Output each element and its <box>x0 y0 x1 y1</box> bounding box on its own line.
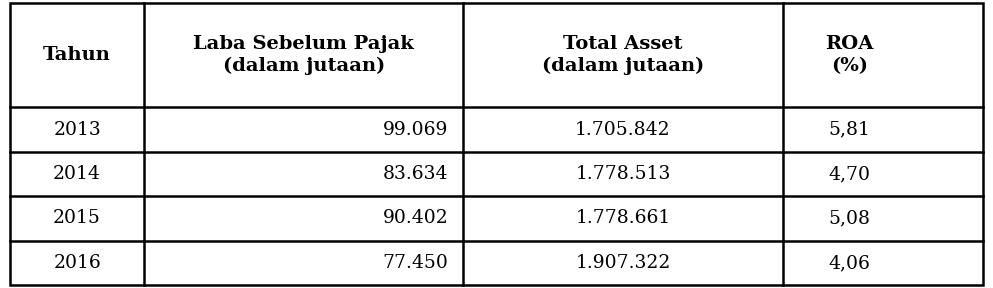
Text: 5,81: 5,81 <box>829 121 871 139</box>
Text: 4,70: 4,70 <box>829 165 871 183</box>
Text: 1.778.661: 1.778.661 <box>575 209 670 228</box>
Text: 99.069: 99.069 <box>383 121 449 139</box>
Text: 1.907.322: 1.907.322 <box>575 254 670 272</box>
Text: Total Asset
(dalam jutaan): Total Asset (dalam jutaan) <box>542 35 704 75</box>
Text: Laba Sebelum Pajak
(dalam jutaan): Laba Sebelum Pajak (dalam jutaan) <box>194 35 414 75</box>
Text: 2014: 2014 <box>54 165 101 183</box>
Text: 90.402: 90.402 <box>382 209 449 228</box>
Text: 77.450: 77.450 <box>382 254 449 272</box>
Text: 4,06: 4,06 <box>829 254 871 272</box>
Text: 2016: 2016 <box>54 254 101 272</box>
Text: 5,08: 5,08 <box>829 209 871 228</box>
Text: ROA
(%): ROA (%) <box>825 35 874 75</box>
Text: Tahun: Tahun <box>43 46 111 64</box>
Text: 1.778.513: 1.778.513 <box>575 165 670 183</box>
Text: 1.705.842: 1.705.842 <box>575 121 671 139</box>
Text: 83.634: 83.634 <box>383 165 449 183</box>
Text: 2013: 2013 <box>54 121 101 139</box>
Text: 2015: 2015 <box>54 209 101 228</box>
